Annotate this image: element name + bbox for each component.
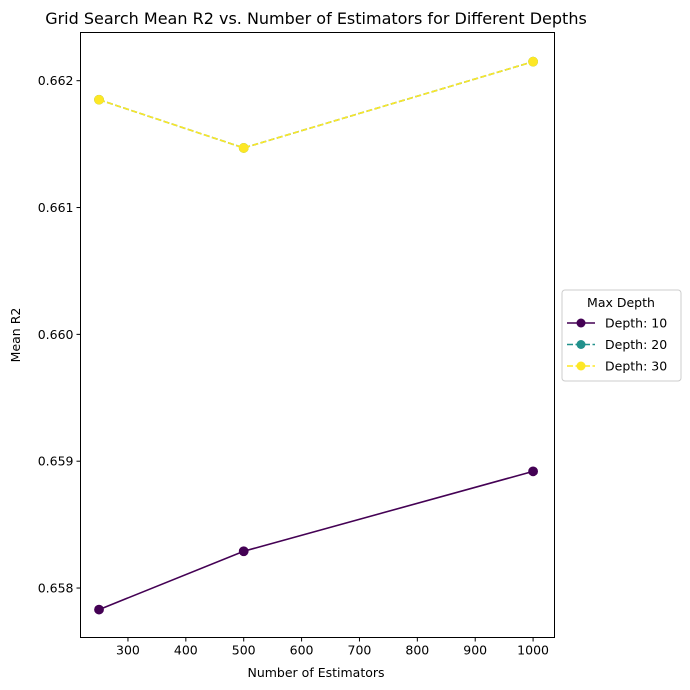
x-tick-label: 900: [463, 643, 487, 658]
series-point-1: [528, 466, 538, 477]
legend-items: Depth: 10 Depth: 20 Depth: 30: [567, 316, 667, 374]
series-3: [94, 56, 538, 153]
legend-box: [561, 289, 682, 382]
y-tick-label: 0.660: [38, 327, 74, 342]
legend-label: Depth: 20: [605, 337, 667, 352]
y-tick-label: 0.659: [38, 454, 74, 469]
legend-swatch-marker: [576, 340, 586, 349]
chart-title: Grid Search Mean R2 vs. Number of Estima…: [45, 9, 587, 28]
series-point-3: [94, 94, 104, 105]
legend-label: Depth: 30: [605, 359, 667, 374]
x-tick-label: 400: [174, 643, 198, 658]
legend-title: Max Depth: [587, 295, 655, 310]
series-1: [94, 466, 538, 615]
x-tick-label: 600: [290, 643, 314, 658]
series-line-3: [98, 60, 534, 149]
x-tick-label: 300: [116, 643, 140, 658]
x-axis-label: Number of Estimators: [247, 665, 384, 680]
x-tick-label: 1000: [517, 643, 549, 658]
legend-item-3: Depth: 30: [567, 359, 667, 374]
series-point-3: [238, 143, 249, 153]
series-layer: [94, 56, 538, 615]
y-tick-label: 0.658: [38, 581, 74, 596]
series-point-1: [94, 604, 104, 615]
legend-item-2: Depth: 20: [567, 337, 667, 352]
legend-swatch-marker: [576, 318, 586, 328]
y-tick-label: 0.661: [38, 200, 74, 215]
y-axis-label: Mean R2: [8, 308, 23, 363]
x-tick-label: 500: [232, 643, 256, 658]
series-point-3: [528, 56, 538, 67]
legend-swatch-marker: [576, 361, 586, 371]
legend-label: Depth: 10: [605, 316, 667, 331]
x-tick-label: 800: [405, 643, 429, 658]
x-axis-ticks: 300 400 500 600 700 800 900 1000: [116, 637, 549, 658]
y-tick-label: 0.662: [38, 73, 74, 88]
series-point-1: [238, 546, 249, 557]
x-tick-label: 700: [348, 643, 372, 658]
legend-item-1: Depth: 10: [567, 316, 667, 331]
legend: Max Depth Depth: 10 Depth: 20 Depth: 30: [561, 289, 682, 382]
y-axis-ticks: 0.658 0.659 0.660 0.661 0.662: [38, 73, 81, 596]
plot-area: [80, 32, 555, 638]
